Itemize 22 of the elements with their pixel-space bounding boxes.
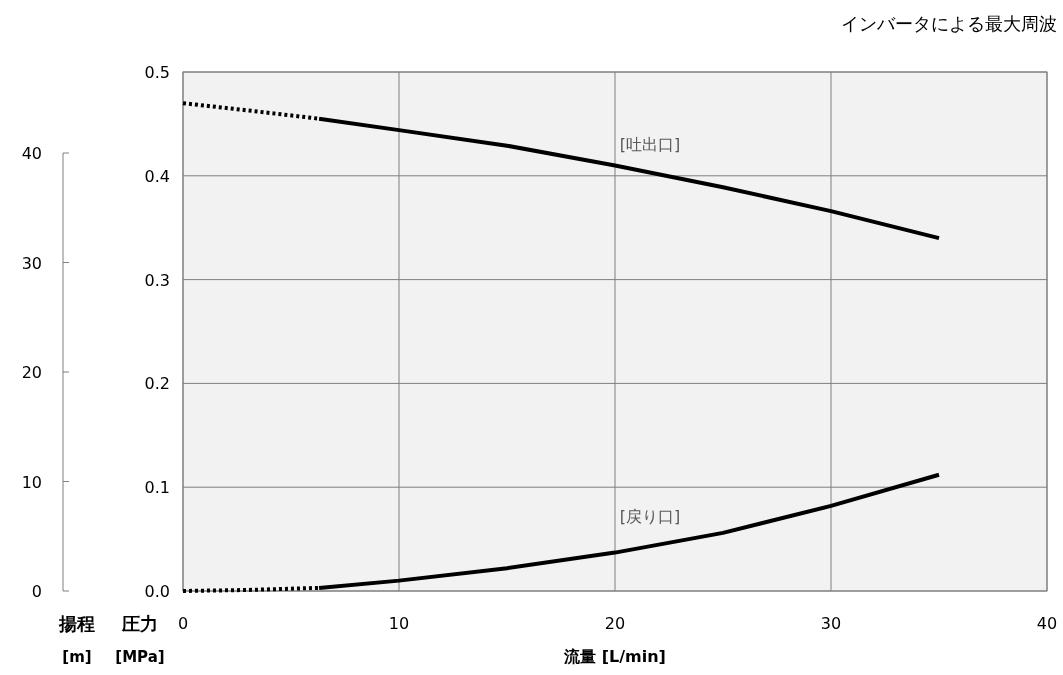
y-tick-label: 0.1 [144, 478, 170, 498]
x-tick-label: 30 [820, 614, 842, 633]
y2-tick-label: 10 [21, 472, 42, 492]
annotation: [戻り口] [619, 507, 681, 526]
x-axis-title: 流量 [L/min] [563, 647, 666, 666]
y2-tick-label: 20 [21, 363, 42, 383]
y-tick-label: 0.2 [144, 374, 170, 394]
y2-tick-label: 30 [21, 253, 42, 273]
y-tick-label: 0.3 [144, 270, 170, 290]
y2-axis-title: 揚程 [m] [58, 613, 95, 666]
y2-tick-label: 0 [31, 582, 42, 601]
text: インバータによる最大周波 [841, 13, 1057, 34]
annotation: [吐出口] [619, 135, 681, 154]
y-tick-label: 0.0 [144, 582, 170, 601]
y-tick-label: 0.5 [144, 63, 170, 82]
y2-tick-label: 40 [21, 144, 42, 164]
x-tick-label: 20 [604, 614, 626, 633]
y-tick-label: 0.4 [144, 166, 170, 186]
x-tick-label: 0 [177, 614, 189, 633]
y-axis-title: 圧力 [MPa] [115, 613, 165, 666]
x-tick-label: 40 [1036, 614, 1058, 633]
x-tick-label: 10 [388, 614, 410, 633]
